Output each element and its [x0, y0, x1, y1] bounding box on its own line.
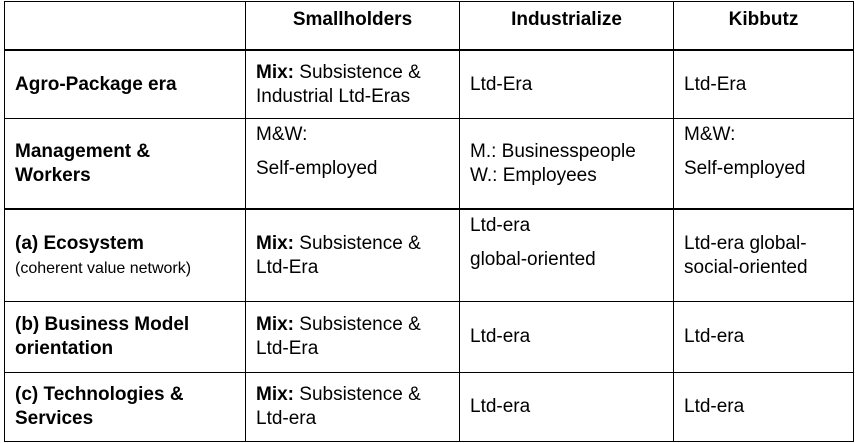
mix-line2: Ltd-Era [256, 256, 319, 278]
cell-smallholders-business: Mix: Subsistence & Ltd-Era [245, 301, 460, 373]
cell-industrialize-mgmt: M.: Businesspeople W.: Employees [459, 118, 674, 210]
row-head-line2: Services [15, 408, 94, 429]
table-row: Management & Workers M&W: Self-employed … [4, 118, 854, 210]
cell-kibbutz-business: Ltd-era [673, 301, 854, 373]
mix-text: Subsistence & [294, 61, 421, 83]
mix-label: Mix: [256, 314, 294, 335]
cell-line1: M&W: [256, 124, 308, 145]
header-industrialize: Industrialize [459, 1, 674, 51]
mix-label: Mix: [256, 232, 294, 254]
cell-industrialize-tech: Ltd-era [459, 372, 674, 442]
row-head-management: Management & Workers [4, 118, 246, 210]
cell-line2: global-oriented [470, 249, 596, 270]
header-row: Smallholders Industrialize Kibbutz [4, 1, 854, 51]
cell-kibbutz-agro: Ltd-Era [673, 49, 854, 119]
cell-line2: social-oriented [684, 256, 808, 278]
cell-smallholders-ecosystem: Mix: Subsistence & Ltd-Era [245, 208, 460, 302]
header-smallholders: Smallholders [245, 1, 460, 51]
row-head-line2: orientation [15, 338, 114, 359]
row-head-line1: Management & [15, 140, 151, 162]
cell-smallholders-agro: Mix: Subsistence & Industrial Ltd-Eras [245, 49, 460, 119]
row-head-line1: (b) Business Model [15, 314, 190, 335]
cell-industrialize-agro: Ltd-Era [459, 49, 674, 119]
row-head-agro-package: Agro-Package era [4, 49, 246, 119]
mix-line2: Industrial Ltd-Eras [256, 85, 411, 107]
mix-text: Subsistence & [294, 232, 421, 254]
mix-text: Subsistence & [294, 384, 421, 405]
comparison-table: Smallholders Industrialize Kibbutz Agro-… [4, 1, 854, 442]
cell-line2: Self-employed [684, 158, 806, 179]
cell-kibbutz-tech: Ltd-era [673, 372, 854, 442]
row-head-line1: (c) Technologies & [15, 384, 184, 405]
header-kibbutz: Kibbutz [673, 1, 854, 51]
row-head-technologies: (c) Technologies & Services [4, 372, 246, 442]
table-row: Agro-Package era Mix: Subsistence & Indu… [4, 49, 854, 119]
table-row: (b) Business Model orientation Mix: Subs… [4, 301, 854, 373]
cell-line2: W.: Employees [470, 164, 597, 186]
cell-kibbutz-ecosystem: Ltd-era global- social-oriented [673, 208, 854, 302]
cell-line1: Ltd-era global- [684, 232, 807, 254]
row-head-line2: Workers [15, 164, 91, 186]
row-head-line1: (a) Ecosystem [15, 232, 144, 254]
cell-line2: Self-employed [256, 158, 378, 179]
row-head-ecosystem: (a) Ecosystem (coherent value network) [4, 208, 246, 302]
table-row: (a) Ecosystem (coherent value network) M… [4, 208, 854, 302]
mix-line2: Ltd-Era [256, 338, 319, 359]
cell-kibbutz-mgmt: M&W: Self-employed [673, 118, 854, 210]
cell-industrialize-ecosystem: Ltd-era global-oriented [459, 208, 674, 302]
mix-label: Mix: [256, 61, 294, 83]
table-row: (c) Technologies & Services Mix: Subsist… [4, 372, 854, 442]
cell-smallholders-tech: Mix: Subsistence & Ltd-era [245, 372, 460, 442]
cell-line1: Ltd-era [470, 215, 531, 236]
mix-label: Mix: [256, 384, 294, 405]
row-head-subtitle: (coherent value network) [15, 259, 192, 277]
cell-smallholders-mgmt: M&W: Self-employed [245, 118, 460, 210]
mix-text: Subsistence & [294, 314, 421, 335]
cell-industrialize-business: Ltd-era [459, 301, 674, 373]
header-empty-cell [4, 1, 246, 51]
cell-line1: M&W: [684, 124, 736, 145]
row-head-business-model: (b) Business Model orientation [4, 301, 246, 373]
mix-line2: Ltd-era [256, 408, 317, 429]
cell-line1: M.: Businesspeople [470, 140, 636, 162]
